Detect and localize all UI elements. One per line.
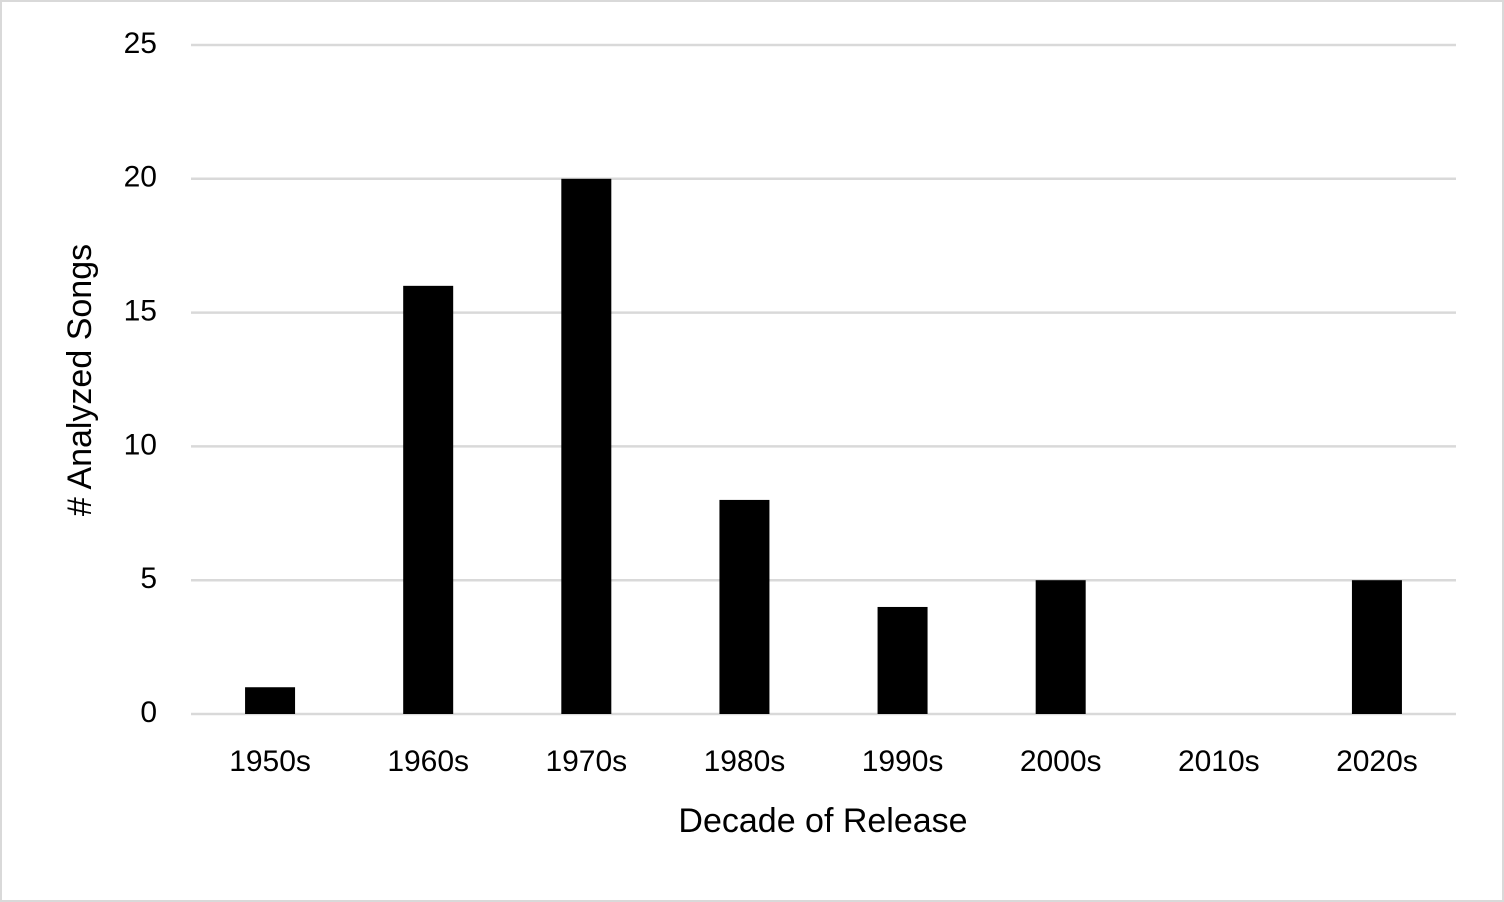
y-tick-label: 15 (124, 295, 157, 328)
bar (561, 178, 612, 715)
x-tick-label: 1990s (862, 745, 944, 778)
y-tick-label: 10 (124, 428, 157, 461)
x-tick-label: 1970s (545, 745, 627, 778)
bar (719, 499, 770, 714)
y-tick-label: 0 (140, 696, 157, 729)
bar (1351, 580, 1402, 714)
x-tick-label: 1950s (229, 745, 311, 778)
bar (245, 687, 296, 714)
y-tick-label: 20 (124, 161, 157, 194)
bar (1035, 580, 1086, 714)
y-axis-title: # Analyzed Songs (61, 244, 99, 516)
bar (403, 285, 454, 714)
y-tick-label: 25 (124, 27, 157, 60)
x-axis-title: Decade of Release (678, 802, 967, 840)
bar (877, 606, 928, 714)
x-tick-label: 2000s (1020, 745, 1102, 778)
x-tick-label: 2020s (1336, 745, 1418, 778)
x-tick-label: 1960s (387, 745, 469, 778)
x-tick-label: 1980s (704, 745, 786, 778)
x-tick-label: 2010s (1178, 745, 1260, 778)
y-tick-label: 5 (140, 562, 157, 595)
